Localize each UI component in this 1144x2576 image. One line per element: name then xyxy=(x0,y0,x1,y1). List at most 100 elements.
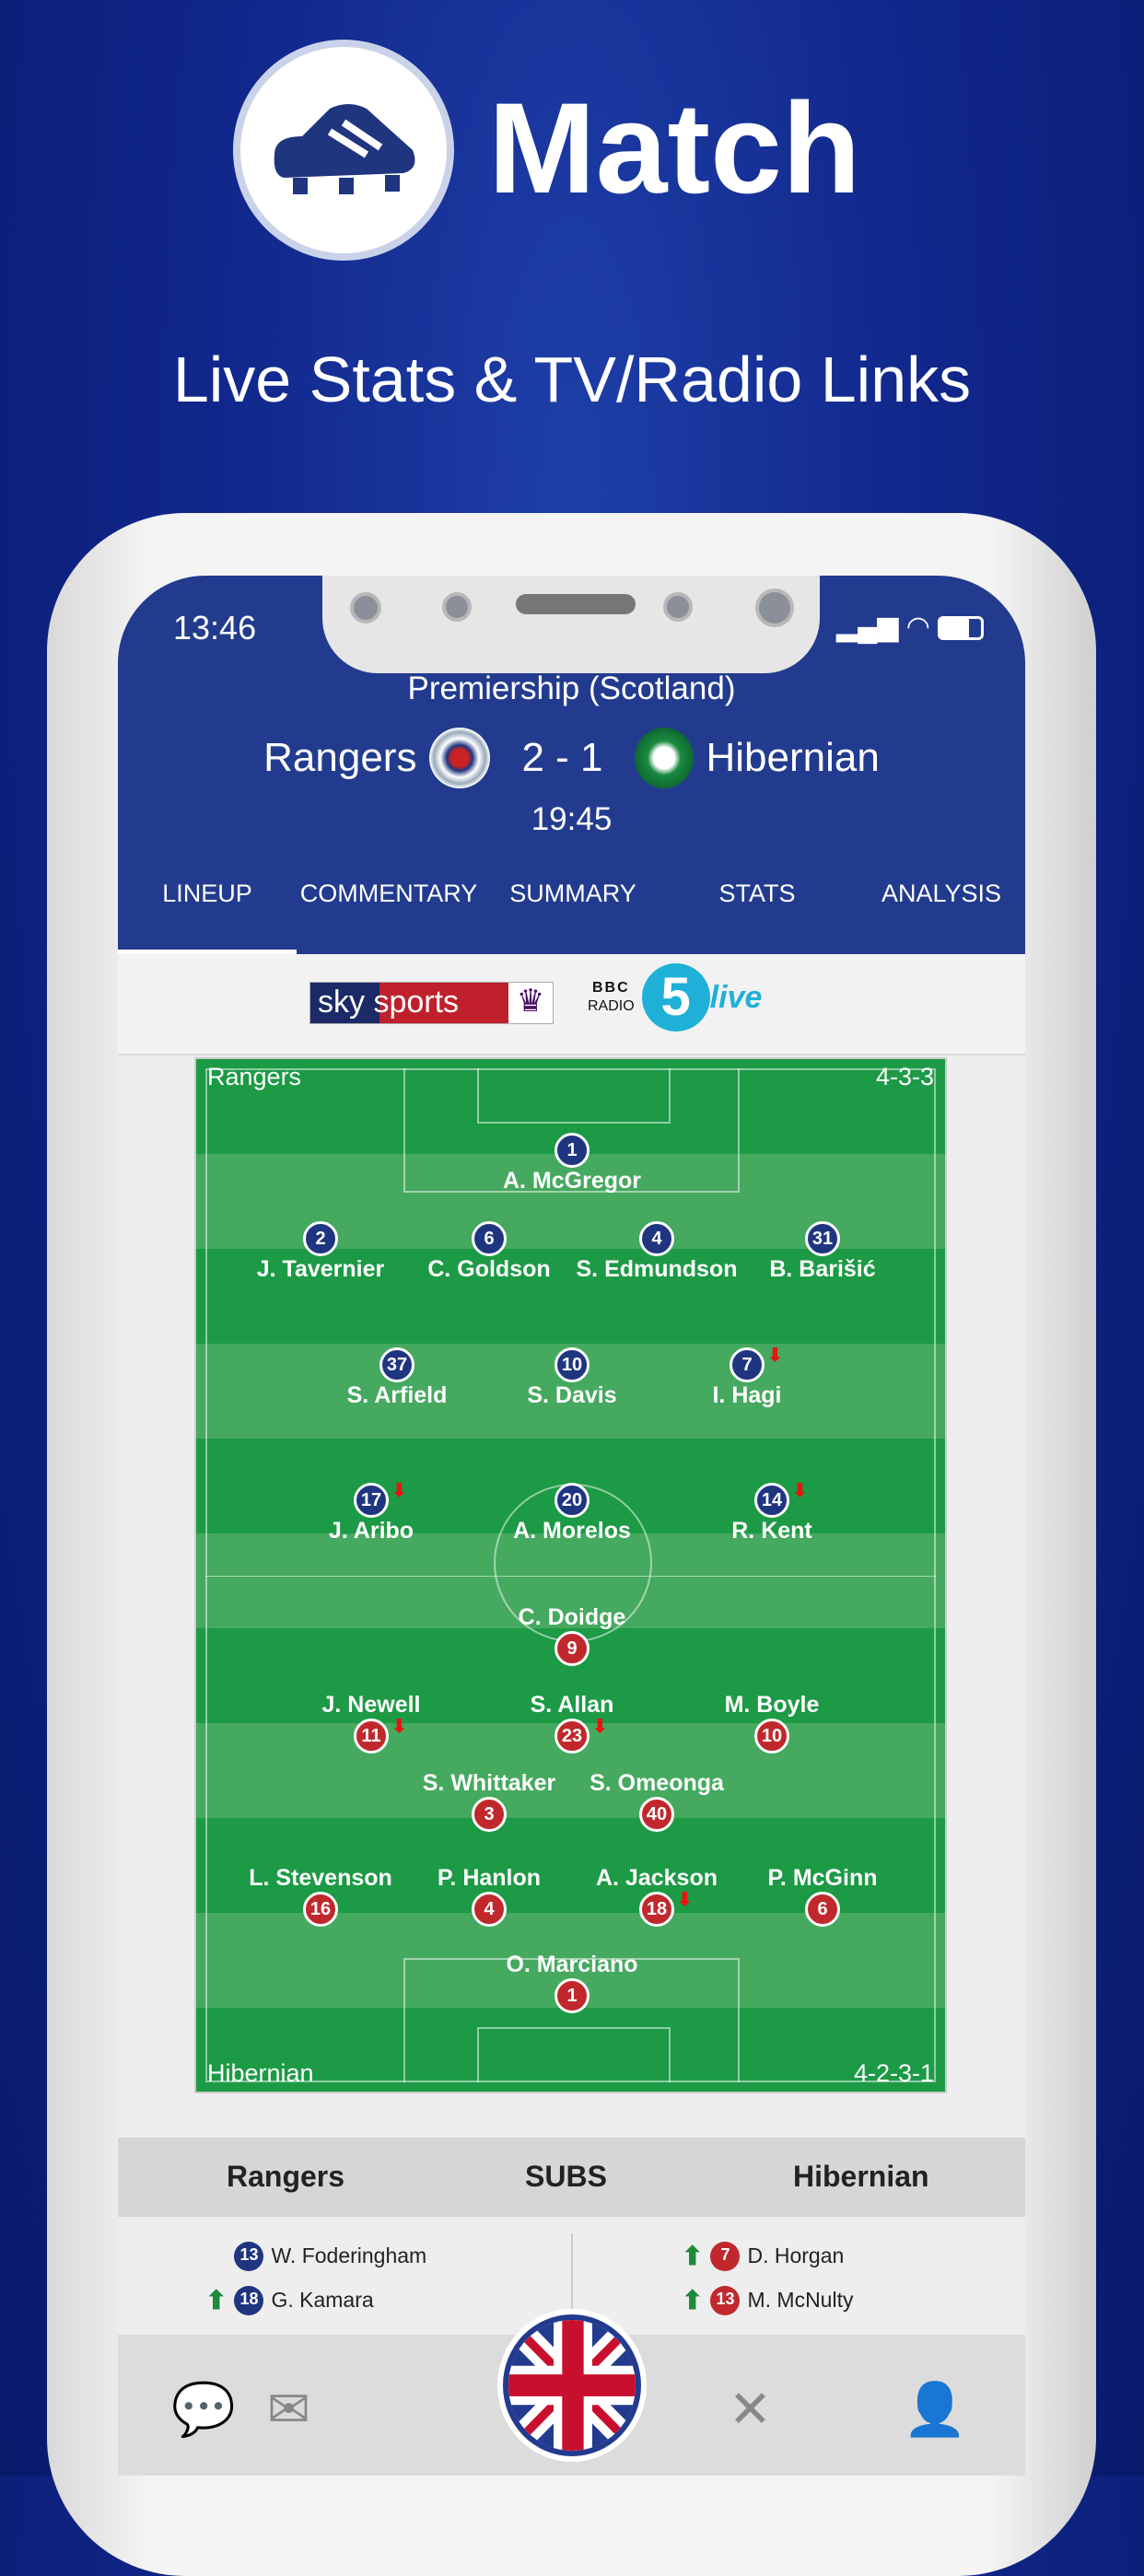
sub-item-away[interactable]: ⬆ 13 M. McNulty xyxy=(682,2285,853,2315)
tab-commentary[interactable]: COMMENTARY xyxy=(299,880,478,907)
player-number: 2 xyxy=(303,1221,338,1256)
tab-analysis[interactable]: ANALYSIS xyxy=(881,880,1002,907)
player-home[interactable]: 10 S. Davis xyxy=(480,1347,664,1409)
sub-name: M. McNulty xyxy=(747,2288,854,2312)
player-home[interactable]: 6 C. Goldson xyxy=(397,1221,581,1283)
player-away[interactable]: S. Omeonga 40 xyxy=(565,1770,749,1832)
active-tab-indicator xyxy=(118,950,297,954)
player-name: J. Aribo xyxy=(328,1518,414,1544)
tab-summary[interactable]: SUMMARY xyxy=(509,880,636,907)
sub-name: D. Horgan xyxy=(747,2244,845,2267)
player-name: C. Doidge xyxy=(518,1604,626,1630)
player-name: S. Allan xyxy=(530,1692,614,1718)
player-name: C. Goldson xyxy=(427,1256,551,1282)
player-name: J. Newell xyxy=(321,1692,421,1718)
player-number: 4 xyxy=(472,1892,507,1927)
player-number: 17 xyxy=(354,1483,389,1518)
player-number: 11 xyxy=(354,1719,389,1754)
player-home[interactable]: 14 ⬇ R. Kent xyxy=(680,1481,864,1544)
subbed-on-icon: ⬆ xyxy=(682,2242,704,2270)
player-away[interactable]: O. Marciano 1 xyxy=(480,1952,664,2013)
player-name: O. Marciano xyxy=(506,1952,638,1977)
sub-item-away[interactable]: ⬆ 7 D. Horgan xyxy=(682,2241,844,2271)
sub-number: 7 xyxy=(710,2241,741,2271)
player-away[interactable]: P. Hanlon 4 xyxy=(397,1865,581,1927)
sub-number: 13 xyxy=(234,2241,264,2271)
player-away[interactable]: S. Allan 23 ⬇ xyxy=(480,1692,664,1754)
player-home[interactable]: 1 A. McGregor xyxy=(480,1133,664,1195)
player-name: L. Stevenson xyxy=(249,1865,392,1891)
player-home[interactable]: 4 S. Edmundson xyxy=(565,1221,749,1283)
player-name: S. Edmundson xyxy=(576,1256,738,1282)
player-away[interactable]: A. Jackson 18 ⬇ xyxy=(565,1865,749,1927)
player-number: 40 xyxy=(639,1797,674,1832)
status-icons: ▂▄▆ ◠ xyxy=(836,611,985,643)
player-away[interactable]: P. McGinn 6 xyxy=(730,1865,915,1927)
sub-item-home[interactable]: ⬆13W. Foderingham xyxy=(205,2241,426,2271)
tab-stats[interactable]: STATS xyxy=(718,880,796,907)
wifi-icon: ◠ xyxy=(905,612,930,642)
player-home[interactable]: 7 ⬇ I. Hagi xyxy=(655,1346,839,1409)
player-name: P. Hanlon xyxy=(437,1865,542,1891)
subbed-off-icon: ⬇ xyxy=(792,1481,808,1501)
profile-icon[interactable]: 👤 xyxy=(903,2380,967,2438)
home-team[interactable]: Rangers xyxy=(263,735,417,780)
signal-icon: ▂▄▆ xyxy=(836,612,899,642)
sub-number: 13 xyxy=(710,2285,741,2315)
player-name: J. Tavernier xyxy=(256,1256,385,1282)
bbc-radio-5-live-link[interactable]: BBC RADIO 5 live xyxy=(588,963,762,1032)
score: 2 - 1 xyxy=(521,735,603,780)
tab-lineup[interactable]: LINEUP xyxy=(162,880,252,907)
chat-icon[interactable]: 💬 xyxy=(171,2380,236,2438)
away-team-label: Hibernian xyxy=(207,2059,314,2087)
sub-item-home[interactable]: ⬆ 18 G. Kamara xyxy=(205,2285,374,2315)
player-away[interactable]: S. Whittaker 3 xyxy=(397,1770,581,1832)
subs-home-label: Rangers xyxy=(227,2160,345,2193)
home-team-label: Rangers xyxy=(207,1063,302,1090)
player-name: S. Davis xyxy=(527,1382,617,1408)
uk-flag-icon[interactable] xyxy=(503,2314,641,2456)
broadcasters-bar: sky sports ♛ BBC RADIO 5 live xyxy=(118,954,1025,1055)
mail-icon[interactable]: ✉ xyxy=(267,2380,310,2438)
competition: Premiership (Scotland) xyxy=(407,670,736,706)
subbed-off-icon: ⬇ xyxy=(767,1346,783,1366)
app-logo xyxy=(233,40,454,261)
away-formation: 4-2-3-1 xyxy=(853,2059,934,2087)
player-number: 9 xyxy=(554,1631,590,1666)
player-home[interactable]: 20 A. Morelos xyxy=(480,1483,664,1544)
player-away[interactable]: C. Doidge 9 xyxy=(480,1604,664,1666)
player-away[interactable]: M. Boyle 10 xyxy=(680,1692,864,1754)
battery-icon xyxy=(938,616,985,641)
player-number: 1 xyxy=(554,1978,590,2013)
cutlery-icon[interactable]: ✕ xyxy=(729,2380,772,2438)
player-number: 4 xyxy=(639,1221,674,1256)
subbed-off-icon: ⬇ xyxy=(677,1890,693,1910)
promo-subtitle: Live Stats & TV/Radio Links xyxy=(172,344,972,415)
player-name: I. Hagi xyxy=(712,1382,782,1408)
subbed-off-icon: ⬇ xyxy=(592,1717,608,1737)
player-home[interactable]: 2 J. Tavernier xyxy=(228,1221,413,1283)
player-number: 3 xyxy=(472,1797,507,1832)
match-time: 19:45 xyxy=(531,801,613,837)
rangers-crest-icon xyxy=(429,728,491,788)
player-number: 7 xyxy=(730,1347,765,1382)
app-screen: 13:46 ▂▄▆ ◠ Premiership (Scotland) Range… xyxy=(118,576,1025,2476)
player-home[interactable]: 37 S. Arfield xyxy=(305,1347,489,1409)
player-away[interactable]: J. Newell 11 ⬇ xyxy=(279,1692,463,1754)
subbed-off-icon: ⬇ xyxy=(391,1717,407,1737)
subbed-on-icon: ⬆ xyxy=(682,2286,704,2314)
sky-sports-link[interactable]: sky sports ♛ xyxy=(309,982,554,1024)
player-home[interactable]: 31 B. Barišić xyxy=(730,1221,915,1283)
player-number: 14 xyxy=(754,1483,789,1518)
player-name: S. Whittaker xyxy=(422,1770,556,1796)
away-team[interactable]: Hibernian xyxy=(706,735,880,780)
player-name: S. Omeonga xyxy=(590,1770,724,1796)
sub-name: W. Foderingham xyxy=(271,2244,427,2267)
player-number: 23 xyxy=(554,1719,590,1754)
football-boot-icon xyxy=(274,104,415,194)
player-number: 6 xyxy=(472,1221,507,1256)
player-name: R. Kent xyxy=(731,1518,812,1544)
sub-name: G. Kamara xyxy=(271,2288,374,2312)
player-away[interactable]: L. Stevenson 16 xyxy=(228,1865,413,1927)
player-home[interactable]: 17 ⬇ J. Aribo xyxy=(279,1481,463,1544)
